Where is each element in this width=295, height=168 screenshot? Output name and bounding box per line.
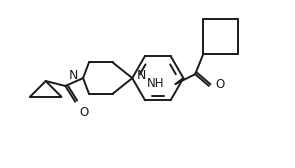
Text: O: O bbox=[216, 78, 225, 92]
Text: N: N bbox=[69, 69, 78, 82]
Text: NH: NH bbox=[147, 77, 165, 91]
Text: O: O bbox=[79, 106, 88, 119]
Text: N: N bbox=[137, 69, 147, 82]
